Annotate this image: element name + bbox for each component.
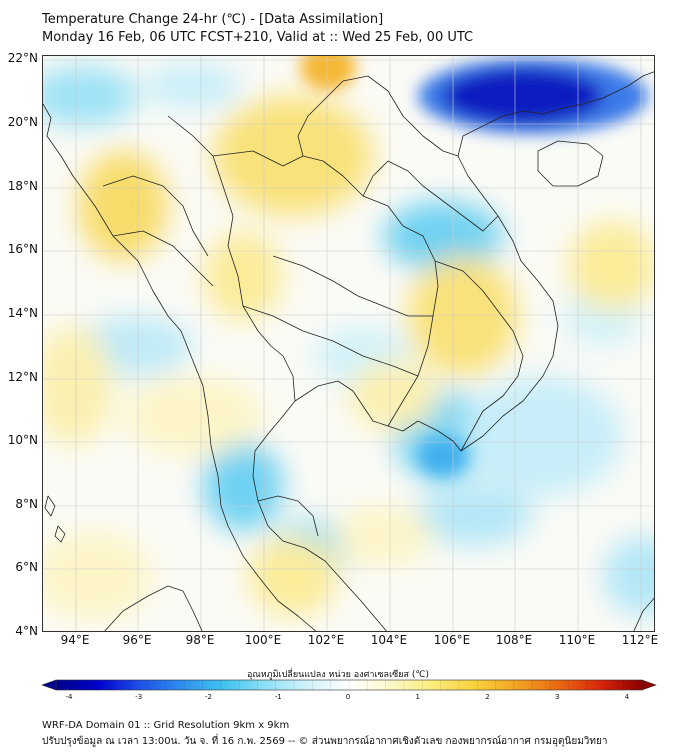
longitude-label: 102°E xyxy=(307,633,345,647)
latitude-label: 16°N xyxy=(7,242,38,256)
colorbar-title: อุณหภูมิเปลี่ยนแปลง หน่วย องศาเซลเซียส (… xyxy=(246,670,430,680)
colorbar-tick-label: 0 xyxy=(345,693,351,701)
longitude-label: 104°E xyxy=(370,633,408,647)
colorbar-tick-label: -4 xyxy=(65,693,73,701)
colorbar-tick-label: 3 xyxy=(555,693,560,701)
longitude-label: 98°E xyxy=(185,633,215,647)
longitude-label: 110°E xyxy=(558,633,596,647)
latitude-label: 20°N xyxy=(7,115,38,129)
latitude-label: 14°N xyxy=(7,306,38,320)
latitude-label: 22°N xyxy=(7,51,38,65)
colorbar-tick-label: 4 xyxy=(624,693,630,701)
temperature-change-map xyxy=(43,56,654,631)
latitude-label: 4°N xyxy=(15,624,38,638)
latitude-label: 8°N xyxy=(15,497,38,511)
map-subtitle: Monday 16 Feb, 06 UTC FCST+210, Valid at… xyxy=(42,30,474,45)
map-title: Temperature Change 24-hr (℃) - [Data Ass… xyxy=(42,12,384,27)
longitude-label: 94°E xyxy=(60,633,90,647)
temperature-field xyxy=(43,56,654,621)
longitude-label: 96°E xyxy=(122,633,152,647)
colorbar xyxy=(41,679,657,691)
latitude-label: 18°N xyxy=(7,179,38,193)
colorbar-tick-label: 1 xyxy=(415,693,420,701)
longitude-label: 100°E xyxy=(244,633,282,647)
colorbar-tick-label: -1 xyxy=(274,693,282,701)
colorbar-tick-label: -2 xyxy=(205,693,212,701)
map-panel xyxy=(42,55,655,632)
longitude-label: 106°E xyxy=(433,633,471,647)
colorbar-tick-label: -3 xyxy=(135,693,143,701)
latitude-label: 6°N xyxy=(15,560,38,574)
update-info: ปรับปรุงข้อมูล ณ เวลา 13:00น. วัน จ. ที่… xyxy=(42,736,608,747)
coastlines-and-borders xyxy=(43,71,654,631)
longitude-label: 108°E xyxy=(495,633,533,647)
graticule xyxy=(43,56,654,631)
model-info: WRF-DA Domain 01 :: Grid Resolution 9km … xyxy=(42,720,290,731)
colorbar-min-extension xyxy=(41,679,57,691)
latitude-label: 10°N xyxy=(7,433,38,447)
colorbar-tick-label: 2 xyxy=(485,693,490,701)
longitude-label: 112°E xyxy=(621,633,659,647)
latitude-label: 12°N xyxy=(7,370,38,384)
colorbar-max-extension xyxy=(641,679,657,691)
